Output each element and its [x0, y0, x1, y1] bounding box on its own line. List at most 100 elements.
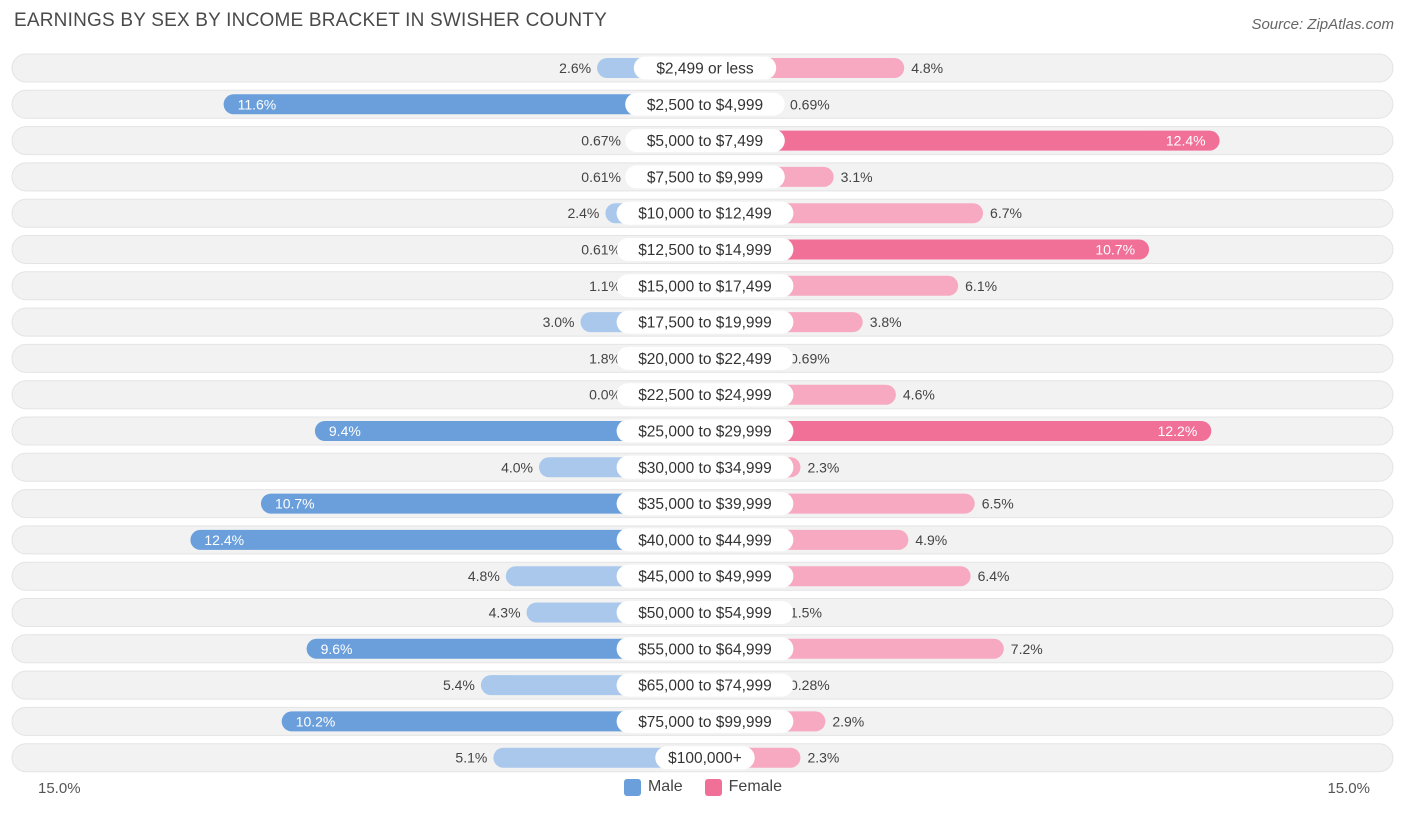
category-pill	[616, 274, 794, 298]
value-label-male: 9.4%	[329, 423, 361, 439]
value-label-male: 12.4%	[204, 532, 244, 548]
value-label-female: 0.69%	[790, 96, 830, 112]
category-label: $12,500 to $14,999	[638, 242, 772, 259]
chart-row: 0.67% 12.4% $5,000 to $7,499	[11, 126, 1394, 156]
bar-male	[493, 747, 705, 768]
category-pill	[616, 310, 794, 334]
category-pill	[633, 56, 777, 80]
value-label-male: 0.61%	[581, 169, 621, 185]
value-label-female: 10.7%	[1095, 242, 1135, 258]
chart-row: 9.6% 7.2% $55,000 to $64,999	[11, 634, 1394, 664]
value-label-male: 11.6%	[238, 96, 277, 112]
bar-male	[281, 711, 705, 732]
chart-row: 10.2% 2.9% $75,000 to $99,999	[11, 706, 1394, 736]
category-pill	[616, 637, 794, 661]
category-pill	[625, 92, 785, 116]
legend-label-male: Male	[647, 778, 683, 795]
category-pill	[616, 492, 794, 516]
category-label: $7,500 to $9,999	[647, 169, 763, 186]
category-pill	[625, 129, 785, 153]
category-pill	[616, 564, 794, 588]
value-label-female: 0.28%	[790, 677, 830, 693]
value-label-male: 2.6%	[559, 60, 591, 76]
axis-right-label: 15.0%	[1327, 780, 1370, 797]
chart-row: 2.4% 6.7% $10,000 to $12,499	[11, 198, 1394, 228]
category-label: $45,000 to $49,999	[638, 569, 772, 586]
value-label-female: 4.9%	[915, 532, 947, 548]
bar-female	[705, 130, 1220, 151]
value-label-female: 2.9%	[832, 713, 864, 729]
value-label-male: 4.3%	[489, 605, 521, 621]
value-label-female: 6.1%	[965, 278, 997, 294]
value-label-male: 2.4%	[567, 205, 599, 221]
value-label-female: 3.1%	[841, 169, 873, 185]
category-pill	[616, 455, 794, 479]
category-label: $10,000 to $12,499	[638, 206, 772, 223]
category-label: $17,500 to $19,999	[638, 315, 772, 332]
value-label-male: 5.4%	[443, 677, 475, 693]
legend-swatch-female	[704, 778, 722, 796]
category-pill	[616, 709, 794, 733]
category-label: $22,500 to $24,999	[638, 387, 772, 404]
legend-item-female[interactable]: Female	[704, 778, 783, 796]
value-label-female: 4.8%	[911, 60, 943, 76]
chart-row: 11.6% 0.69% $2,500 to $4,999	[11, 89, 1394, 119]
chart-row: 10.7% 6.5% $35,000 to $39,999	[11, 489, 1394, 519]
category-label: $55,000 to $64,999	[638, 641, 772, 658]
legend: Male Female	[0, 778, 1406, 796]
bar-female	[705, 239, 1150, 260]
value-label-male: 0.67%	[581, 133, 621, 149]
category-pill	[616, 601, 794, 624]
value-label-male: 9.6%	[321, 641, 353, 657]
value-label-female: 1.5%	[790, 605, 822, 621]
legend-label-female: Female	[728, 778, 783, 795]
bar-male	[190, 529, 705, 550]
chart-row: 1.8% 0.69% $20,000 to $22,499	[11, 343, 1394, 373]
bar-male	[260, 493, 705, 514]
value-label-male: 10.2%	[296, 713, 336, 729]
category-label: $5,000 to $7,499	[647, 133, 763, 150]
category-label: $2,500 to $4,999	[647, 97, 763, 114]
chart-row: 5.1% 2.3% $100,000+	[11, 743, 1394, 773]
category-pill	[616, 528, 794, 552]
category-pill	[616, 238, 794, 261]
value-label-female: 12.2%	[1158, 423, 1198, 439]
value-label-male: 0.0%	[589, 387, 621, 403]
bar-male	[223, 94, 705, 115]
value-label-female: 7.2%	[1011, 641, 1043, 657]
category-pill	[616, 673, 794, 697]
chart-row: 12.4% 4.9% $40,000 to $44,999	[11, 525, 1394, 555]
source-label: Source: ZipAtlas.com	[1251, 16, 1394, 33]
value-label-male: 10.7%	[275, 496, 315, 512]
value-label-female: 6.7%	[990, 205, 1022, 221]
value-label-female: 2.3%	[807, 459, 839, 475]
value-label-male: 1.8%	[589, 350, 621, 366]
category-label: $50,000 to $54,999	[638, 605, 772, 622]
bar-male	[306, 638, 705, 659]
legend-item-male[interactable]: Male	[623, 778, 683, 796]
chart-title: EARNINGS BY SEX BY INCOME BRACKET IN SWI…	[14, 10, 607, 31]
chart-row: 0.61% 10.7% $12,500 to $14,999	[11, 235, 1394, 264]
category-label: $75,000 to $99,999	[638, 714, 772, 731]
chart-canvas: 2.6% 4.8% $2,499 or less 11.6% 0.69% $2,500 t…	[11, 53, 1394, 773]
chart-row: 1.1% 6.1% $15,000 to $17,499	[11, 271, 1394, 301]
value-label-male: 4.0%	[501, 459, 533, 475]
chart-row: 9.4% 12.2% $25,000 to $29,999	[11, 416, 1394, 446]
value-label-female: 3.8%	[870, 314, 902, 330]
chart-row: 4.3% 1.5% $50,000 to $54,999	[11, 598, 1394, 627]
value-label-female: 6.4%	[978, 568, 1010, 584]
category-label: $20,000 to $22,499	[638, 351, 772, 368]
value-label-male: 0.61%	[581, 242, 621, 258]
axis-left-label: 15.0%	[38, 780, 81, 797]
value-label-male: 4.8%	[468, 568, 500, 584]
value-label-female: 0.69%	[790, 350, 830, 366]
chart-row: 0.61% 3.1% $7,500 to $9,999	[11, 162, 1394, 192]
category-label: $2,499 or less	[656, 61, 754, 78]
value-label-male: 1.1%	[589, 278, 621, 294]
chart-row: 4.0% 2.3% $30,000 to $34,999	[11, 452, 1394, 482]
category-label: $65,000 to $74,999	[638, 678, 772, 695]
value-label-female: 6.5%	[982, 496, 1014, 512]
category-label: $40,000 to $44,999	[638, 532, 772, 549]
bar-female	[705, 421, 1212, 441]
category-pill	[625, 165, 785, 189]
